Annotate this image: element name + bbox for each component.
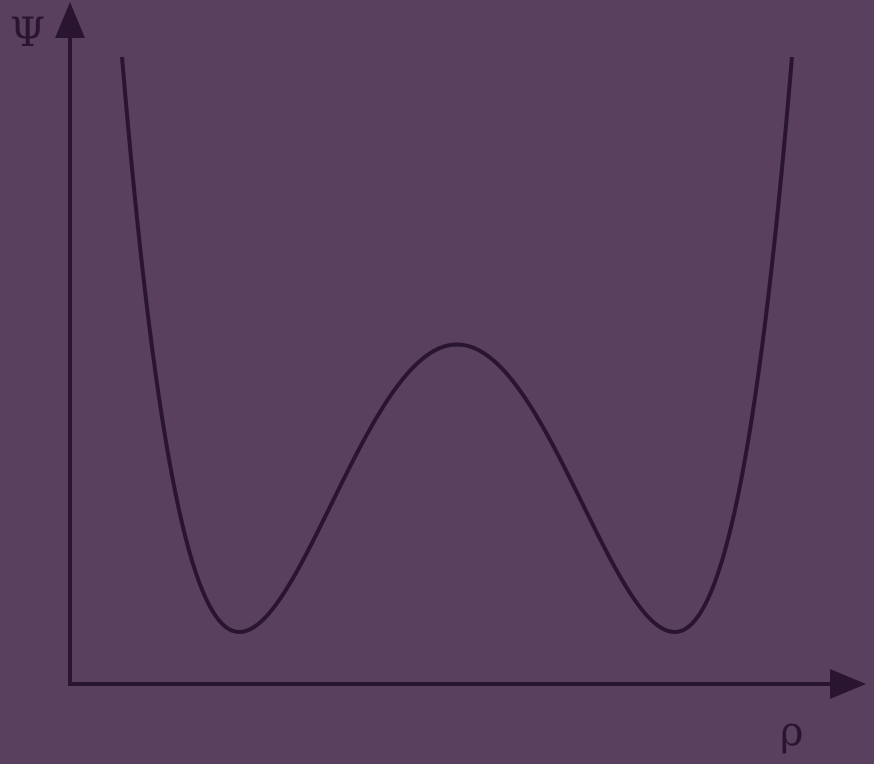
x-axis-arrow xyxy=(830,669,866,699)
x-axis-label: ρ xyxy=(780,709,804,755)
y-axis-label: Ψ xyxy=(10,10,45,56)
double-well-curve xyxy=(120,56,794,635)
y-axis-arrow xyxy=(55,2,85,38)
